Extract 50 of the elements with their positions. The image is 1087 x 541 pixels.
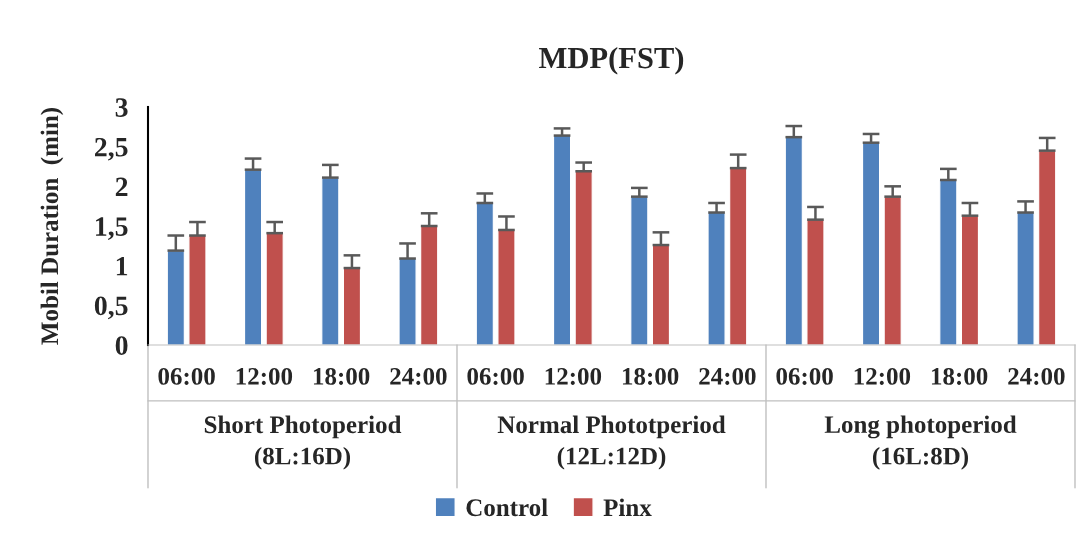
y-axis-title: Mobil Duration (min) — [40, 108, 64, 345]
bar — [265, 232, 284, 345]
bar — [806, 219, 825, 345]
bar — [497, 229, 516, 345]
y-tick-label: 1,5 — [96, 217, 128, 240]
bar — [883, 196, 902, 345]
legend-label: Control — [466, 498, 548, 517]
y-tick-label: 2 — [115, 177, 128, 196]
bar — [707, 211, 726, 345]
x-tick-label: 06:00 — [158, 367, 215, 385]
x-tick-label: 18:00 — [931, 367, 988, 385]
x-tick-label: 24:00 — [390, 367, 447, 385]
y-tick-label: 3 — [115, 98, 128, 117]
x-tick-label: 12:00 — [236, 367, 293, 385]
x-tick-label: 06:00 — [776, 367, 833, 385]
bar — [651, 244, 670, 345]
bar — [1016, 211, 1035, 345]
bar — [729, 167, 748, 345]
bar — [630, 196, 649, 345]
text: Short Photoperiod (8L:16D) — [204, 415, 402, 470]
bar — [188, 234, 207, 345]
bar — [574, 170, 593, 345]
bar — [398, 257, 417, 345]
bar — [939, 179, 958, 345]
y-tick-label: 2,5 — [95, 137, 128, 161]
x-tick-label: 18:00 — [622, 367, 679, 385]
y-tick-label: 0 — [115, 336, 128, 355]
x-tick-label: 24:00 — [699, 367, 756, 385]
y-tick-label: 0,5 — [94, 296, 128, 320]
x-tick-label: 24:00 — [1008, 367, 1065, 385]
x-tick-label: 12:00 — [854, 367, 911, 385]
bar — [342, 267, 361, 345]
chart-title: MDP(FST) — [539, 46, 684, 75]
bar — [553, 135, 572, 345]
x-tick-label: 18:00 — [313, 367, 370, 385]
bar — [166, 250, 185, 345]
bar — [960, 215, 979, 345]
bar — [1038, 150, 1057, 345]
x-tick-label: 12:00 — [545, 367, 602, 385]
text: Long photoperiod (16L:8D) — [824, 415, 1017, 470]
bar — [862, 142, 881, 345]
legend-label: Pinx — [603, 498, 652, 516]
bar — [420, 225, 439, 345]
bar — [784, 136, 803, 345]
bar — [321, 177, 340, 345]
bar — [244, 169, 263, 345]
x-tick-label: 06:00 — [467, 367, 524, 385]
text: Normal Phototperiod (12L:12D) — [497, 415, 726, 470]
bar — [475, 202, 494, 345]
y-tick-label: 1 — [116, 256, 128, 276]
